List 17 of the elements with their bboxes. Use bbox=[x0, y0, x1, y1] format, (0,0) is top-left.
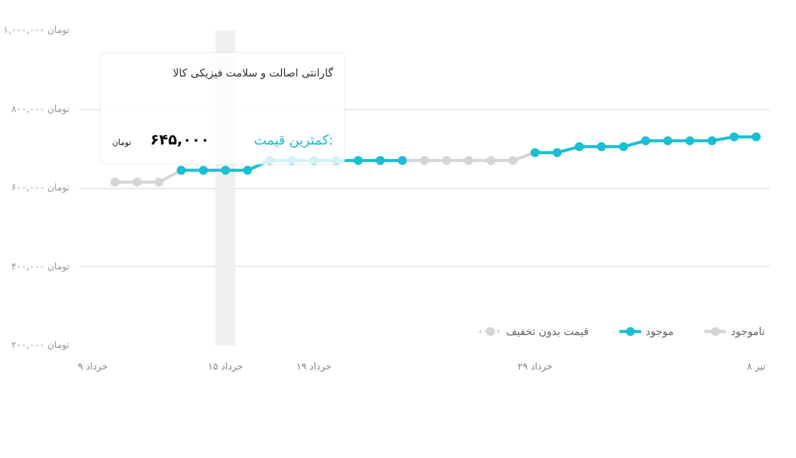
x-tick-label: ۱۹ خرداد bbox=[296, 362, 332, 372]
y-tick-label: ۱,۰۰۰,۰۰۰ تومان bbox=[3, 25, 70, 36]
x-tick-label: ۸ تیر bbox=[746, 362, 766, 372]
y-tick-label: ۲۰۰,۰۰۰ تومان bbox=[11, 340, 70, 351]
annotation: کمترین قیمت: bbox=[254, 134, 334, 149]
legend-label: ناموجود bbox=[730, 324, 765, 338]
y-tick-label: ۶۰۰,۰۰۰ تومان bbox=[11, 182, 70, 194]
x-tick-label: ۱۵ خرداد bbox=[208, 362, 244, 372]
legend-label: قیمت بدون تخفیف bbox=[506, 324, 589, 338]
legend-label: موجود bbox=[646, 324, 674, 338]
annotation: گارانتی اصالت و سلامت فیزیکی کالا bbox=[172, 66, 334, 80]
annotation: تومان bbox=[112, 138, 132, 148]
x-tick-label: ۲۹ خرداد bbox=[518, 362, 553, 372]
y-tick-label: ۴۰۰,۰۰۰ تومان bbox=[11, 261, 70, 272]
annotation: ۶۴۵,۰۰۰ bbox=[150, 132, 210, 149]
x-tick-label: ۹ خرداد bbox=[78, 362, 108, 372]
y-tick-label: ۸۰۰,۰۰۰ تومان bbox=[11, 104, 70, 115]
